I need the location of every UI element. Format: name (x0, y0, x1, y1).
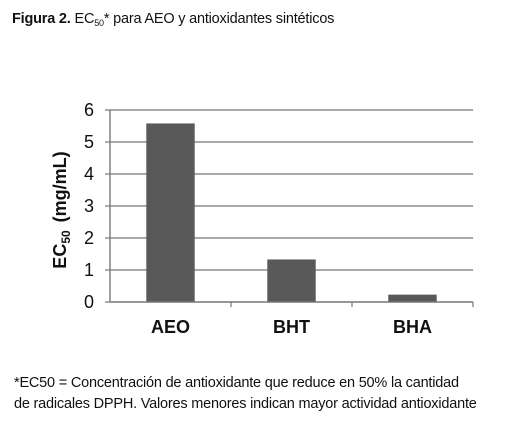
y-tick-labels: 0 1 2 3 4 5 6 (84, 100, 110, 312)
y-tick-label: 1 (84, 260, 94, 280)
caption-ec: EC (74, 11, 95, 27)
footnote-line-2: de radicales DPPH. Valores menores indic… (14, 396, 477, 412)
bar-aeo (146, 123, 195, 302)
y-tick-label: 6 (84, 100, 94, 120)
bars (146, 123, 437, 302)
bar-bha (388, 294, 437, 302)
y-tick-label: 3 (84, 196, 94, 216)
footnote: *EC50 = Concentración de antioxidante qu… (14, 373, 477, 415)
footnote-line-1: *EC50 = Concentración de antioxidante qu… (14, 375, 459, 391)
y-axis-label: EC50(mg/mL) (50, 151, 73, 268)
y-tick-label: 0 (84, 292, 94, 312)
caption-ec-subscript: 50 (94, 18, 104, 28)
figure-label: Figura 2. (12, 11, 71, 27)
x-category-label: BHT (273, 317, 310, 337)
y-tick-label: 2 (84, 228, 94, 248)
y-tick-label: 5 (84, 132, 94, 152)
x-category-label: BHA (393, 317, 432, 337)
figure-caption: Figura 2. EC50* para AEO y antioxidantes… (12, 11, 334, 28)
x-category-label: AEO (151, 317, 190, 337)
bar-bht (267, 259, 316, 302)
x-category-labels: AEO BHT BHA (151, 302, 474, 337)
caption-text: * para AEO y antioxidantes sintéticos (103, 11, 335, 27)
y-tick-label: 4 (84, 164, 94, 184)
